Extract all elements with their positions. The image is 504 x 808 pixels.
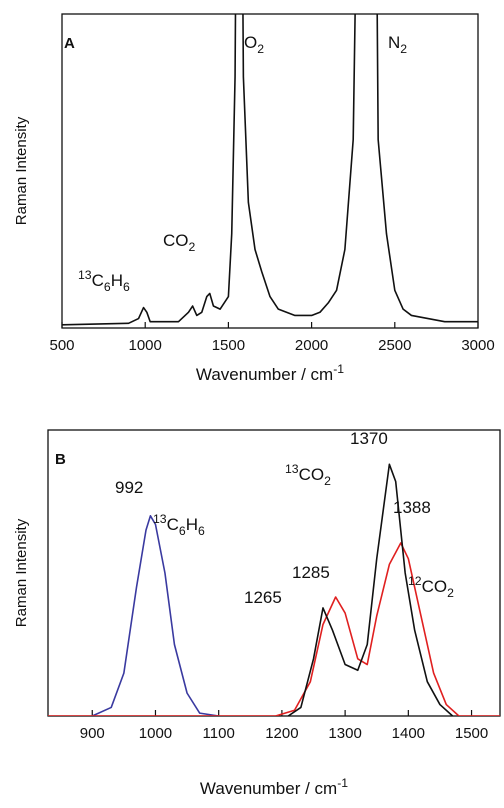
text-part: 13 xyxy=(153,512,167,526)
text-part: 2 xyxy=(189,240,196,254)
text-part: -1 xyxy=(333,362,344,376)
x-axis-label: Wavenumber / cm-1 xyxy=(196,362,344,384)
text-part: -1 xyxy=(337,776,348,790)
annotation: O2 xyxy=(244,33,264,56)
annotation: CO2 xyxy=(163,231,196,254)
series-group xyxy=(62,14,478,326)
text-part: 13 xyxy=(285,462,299,476)
spectrum-line xyxy=(48,542,500,716)
text-part: 2 xyxy=(447,586,454,600)
annotation: 1265 xyxy=(244,588,282,607)
x-tick-label: 2000 xyxy=(295,337,328,354)
text-part: H xyxy=(111,271,123,290)
x-tick-label: 1000 xyxy=(139,725,172,742)
x-tick-label: 900 xyxy=(80,725,105,742)
text-part: 6 xyxy=(179,524,186,538)
series-group xyxy=(48,463,500,716)
x-tick-label: 1000 xyxy=(129,337,162,354)
text-part: CO xyxy=(299,465,325,484)
plot-frame xyxy=(61,13,479,329)
spectrum-line xyxy=(91,515,219,716)
annotation: 1388 xyxy=(393,498,431,517)
text-part: C xyxy=(167,515,179,534)
text-part: 1388 xyxy=(393,498,431,517)
text-part: 1370 xyxy=(350,429,388,448)
spectrum-line xyxy=(287,463,454,716)
text-part: CO xyxy=(422,577,448,596)
text-part: 6 xyxy=(123,280,130,294)
text-part: N xyxy=(388,33,400,52)
text-part: 13 xyxy=(78,268,92,282)
x-tick-label: 1100 xyxy=(203,725,235,742)
x-tick-label: 2500 xyxy=(378,337,411,354)
x-tick-label: 1400 xyxy=(392,725,425,742)
annotation: 13CO2 xyxy=(285,462,331,488)
text-part: C xyxy=(92,271,104,290)
panel-label: B xyxy=(55,451,66,468)
x-tick-label: 1200 xyxy=(265,725,298,742)
annotation: 1285 xyxy=(292,563,330,582)
annotation: 13C6H6 xyxy=(78,268,130,294)
x-tick-label: 1300 xyxy=(328,725,361,742)
text-part: 1285 xyxy=(292,563,330,582)
y-axis-label: Raman Intensity xyxy=(13,518,30,627)
text-part: 992 xyxy=(115,478,143,497)
text-part: 2 xyxy=(400,42,407,56)
text-part: Wavenumber / cm xyxy=(200,779,337,798)
text-part: 1265 xyxy=(244,588,282,607)
annotation: N2 xyxy=(388,33,407,56)
text-part: CO xyxy=(163,231,189,250)
annotation: 1370 xyxy=(350,429,388,448)
panel-label: A xyxy=(64,35,75,52)
x-tick-label: 1500 xyxy=(455,725,488,742)
text-part: Wavenumber / cm xyxy=(196,365,333,384)
text-part: H xyxy=(186,515,198,534)
x-tick-label: 3000 xyxy=(461,337,494,354)
y-axis-label: Raman Intensity xyxy=(13,116,30,225)
x-axis-label: Wavenumber / cm-1 xyxy=(200,776,348,798)
x-tick-label: 500 xyxy=(49,337,74,354)
text-part: 6 xyxy=(104,280,111,294)
plot-frame xyxy=(47,429,501,717)
text-part: 2 xyxy=(324,474,331,488)
text-part: O xyxy=(244,33,257,52)
x-tick-label: 1500 xyxy=(212,337,245,354)
annotation: 13C6H6 xyxy=(153,512,205,538)
text-part: 2 xyxy=(257,42,264,56)
spectrum-line xyxy=(62,14,478,326)
annotation: 12CO2 xyxy=(408,574,454,600)
annotation: 992 xyxy=(115,478,143,497)
text-part: 6 xyxy=(198,524,205,538)
text-part: 12 xyxy=(408,574,422,588)
